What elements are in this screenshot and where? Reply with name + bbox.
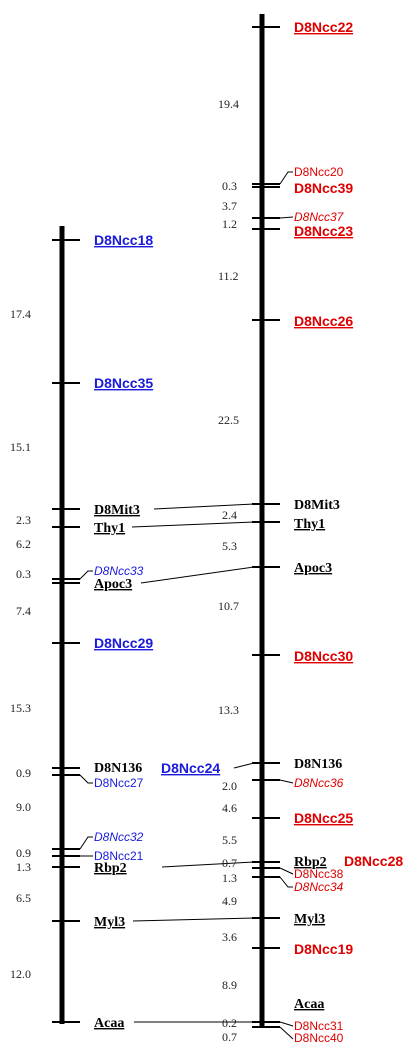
left-distance: 1.3 (16, 860, 31, 874)
right-distance: 3.6 (222, 930, 237, 944)
marker-d8ncc40: D8Ncc40 (294, 1031, 344, 1045)
right-distance: 0.7 (222, 1030, 237, 1044)
marker-d8ncc27: D8Ncc27 (94, 776, 144, 790)
connector-rbp2 (161, 861, 255, 868)
connector-thy1 (131, 521, 255, 528)
marker-d8ncc28: D8Ncc28 (344, 853, 403, 869)
right-distance: 0.3 (222, 179, 237, 193)
marker-myl3: Myl3 (294, 912, 325, 927)
cross-map-connectors (131, 503, 255, 1023)
right-distance: 11.2 (218, 269, 239, 283)
marker-d8ncc37: D8Ncc37 (294, 210, 345, 224)
left-distance: 15.1 (10, 440, 31, 454)
left-distance: 15.3 (10, 701, 31, 715)
connector-d8n136 (233, 762, 255, 769)
marker-d8ncc30: D8Ncc30 (294, 648, 353, 664)
right-distance: 5.3 (222, 539, 237, 553)
left-distance: 9.0 (16, 800, 31, 814)
marker-d8ncc20: D8Ncc20 (294, 165, 344, 179)
left-leader-d8ncc32 (79, 836, 93, 850)
marker-rbp2: Rbp2 (294, 855, 327, 870)
marker-d8ncc22: D8Ncc22 (294, 19, 353, 35)
right-distance: 13.3 (218, 703, 239, 717)
right-distance: 1.2 (222, 217, 237, 231)
right-linkage-map: D8Ncc22 D8Ncc20 D8Ncc39 D8Ncc37 D8Ncc23 … (218, 14, 403, 1045)
right-distance: 4.6 (222, 801, 237, 815)
marker-thy1: Thy1 (294, 517, 325, 532)
left-distance: 2.3 (16, 513, 31, 527)
marker-d8ncc39: D8Ncc39 (294, 180, 353, 196)
right-leaders (279, 171, 294, 1040)
right-distance: 5.5 (222, 833, 237, 847)
marker-rbp2: Rbp2 (94, 861, 127, 876)
marker-d8ncc33: D8Ncc33 (94, 564, 144, 578)
left-distance: 7.4 (16, 604, 31, 618)
marker-acaa: Acaa (94, 1016, 124, 1031)
marker-acaa: Acaa (294, 997, 324, 1012)
marker-d8mit3: D8Mit3 (294, 498, 340, 513)
marker-d8mit3: D8Mit3 (94, 503, 140, 518)
left-leader-d8ncc27 (79, 774, 93, 784)
right-ticks (252, 26, 280, 1028)
marker-d8ncc34: D8Ncc34 (294, 880, 344, 894)
right-distance: 0.7 (222, 856, 237, 870)
left-ticks (52, 239, 80, 1023)
right-leader-d8ncc36 (279, 779, 294, 784)
marker-d8ncc26: D8Ncc26 (294, 313, 353, 329)
marker-thy1: Thy1 (94, 521, 125, 536)
left-distance: 0.3 (16, 567, 31, 581)
right-distance: 2.4 (222, 508, 237, 522)
marker-apoc3: Apoc3 (94, 577, 132, 592)
marker-d8ncc19: D8Ncc19 (294, 941, 353, 957)
right-leader-d8ncc40 (279, 1026, 294, 1040)
left-distance: 17.4 (10, 307, 31, 321)
right-leader-d8ncc20 (279, 171, 293, 185)
marker-d8ncc36: D8Ncc36 (294, 776, 344, 790)
right-distance: 22.5 (218, 413, 239, 427)
right-leader-d8ncc37 (279, 216, 294, 219)
right-distance: 2.0 (222, 779, 237, 793)
left-linkage-map: D8Ncc18 D8Ncc35 D8Mit3 Thy1 D8Ncc33 Apoc… (10, 226, 220, 1031)
left-leader-d8ncc33 (79, 570, 93, 580)
left-distance: 12.0 (10, 967, 31, 981)
marker-d8ncc25: D8Ncc25 (294, 810, 353, 826)
right-leader-d8ncc34 (279, 876, 293, 888)
marker-d8ncc18: D8Ncc18 (94, 232, 153, 248)
marker-apoc3: Apoc3 (294, 561, 332, 576)
right-distance: 8.9 (222, 978, 237, 992)
marker-d8ncc21: D8Ncc21 (94, 849, 144, 863)
marker-d8ncc29: D8Ncc29 (94, 635, 153, 651)
connector-myl3 (132, 917, 255, 922)
marker-d8ncc31: D8Ncc31 (294, 1019, 344, 1033)
right-distance: 3.7 (222, 199, 237, 213)
left-distance: 6.2 (16, 537, 31, 551)
right-distance: 10.7 (218, 599, 239, 613)
right-distance: 1.3 (222, 871, 237, 885)
connector-apoc3 (140, 566, 255, 584)
right-distance: 4.9 (222, 894, 237, 908)
marker-d8ncc23: D8Ncc23 (294, 223, 353, 239)
left-distance: 0.9 (16, 766, 31, 780)
marker-d8ncc35: D8Ncc35 (94, 375, 153, 391)
left-leaders (79, 570, 93, 857)
marker-d8ncc24: D8Ncc24 (161, 760, 220, 776)
right-leader-d8ncc38 (279, 867, 294, 875)
marker-d8n136: D8N136 (94, 761, 142, 776)
marker-myl3: Myl3 (94, 915, 125, 930)
marker-d8ncc38: D8Ncc38 (294, 867, 344, 881)
right-distance: 19.4 (218, 97, 239, 111)
connector-d8mit3 (153, 503, 255, 510)
marker-d8ncc32: D8Ncc32 (94, 830, 144, 844)
right-leader-d8ncc31 (279, 1021, 294, 1027)
left-distance: 0.9 (16, 846, 31, 860)
left-distance: 6.5 (16, 891, 31, 905)
marker-d8n136: D8N136 (294, 757, 342, 772)
right-distance: 0.2 (222, 1016, 237, 1030)
